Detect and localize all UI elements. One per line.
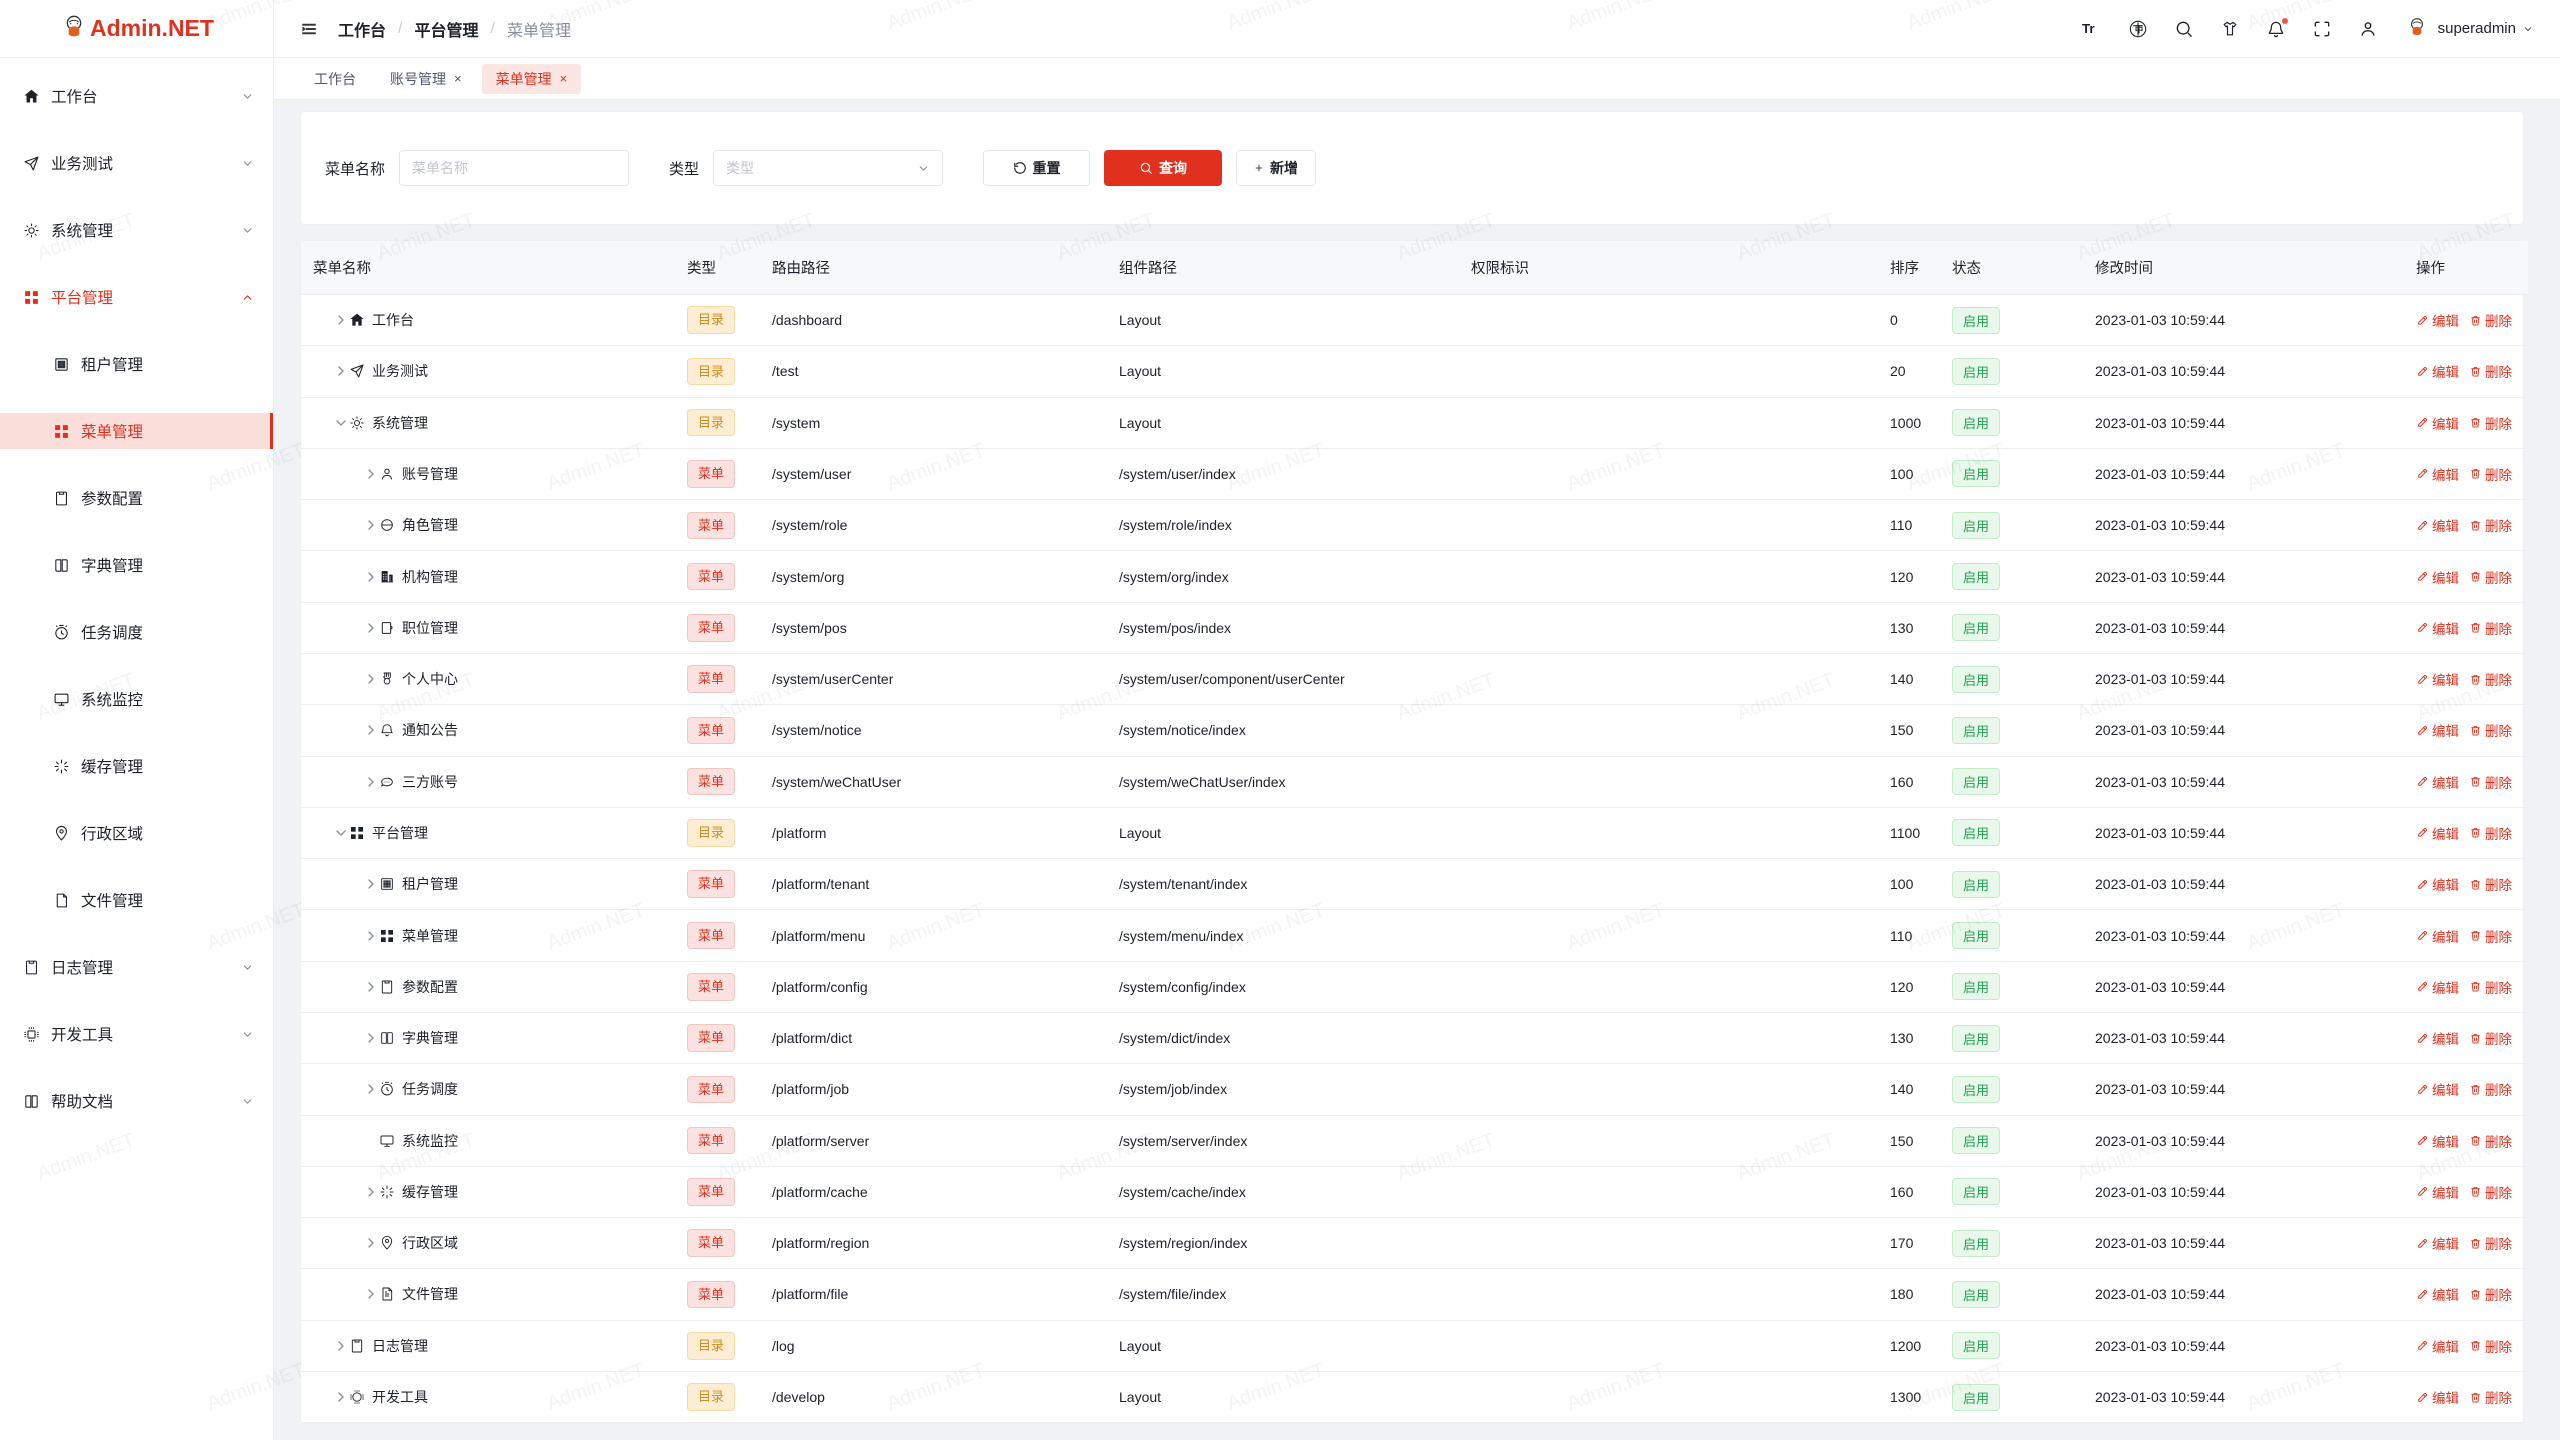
- svg-text:中: 中: [2135, 24, 2143, 34]
- svg-text:Tr: Tr: [2082, 21, 2095, 36]
